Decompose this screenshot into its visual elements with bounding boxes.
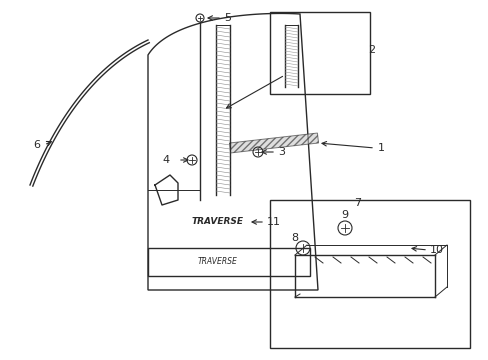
Bar [269, 12, 369, 94]
Text: 9: 9 [341, 210, 348, 220]
Text: 11: 11 [266, 217, 281, 227]
Bar [269, 200, 469, 348]
Text: TRAVERSE: TRAVERSE [198, 257, 238, 266]
Bar [148, 248, 309, 276]
Text: 5: 5 [224, 13, 230, 23]
Polygon shape [229, 133, 318, 153]
Text: 8: 8 [291, 233, 298, 243]
Text: 10: 10 [429, 245, 443, 255]
Text: 2: 2 [367, 45, 374, 55]
Text: 3: 3 [278, 147, 285, 157]
Text: 4: 4 [163, 155, 170, 165]
Text: 6: 6 [33, 140, 40, 150]
Text: TRAVERSE: TRAVERSE [192, 217, 244, 226]
Text: 1: 1 [377, 143, 384, 153]
Text: 7: 7 [354, 198, 361, 208]
